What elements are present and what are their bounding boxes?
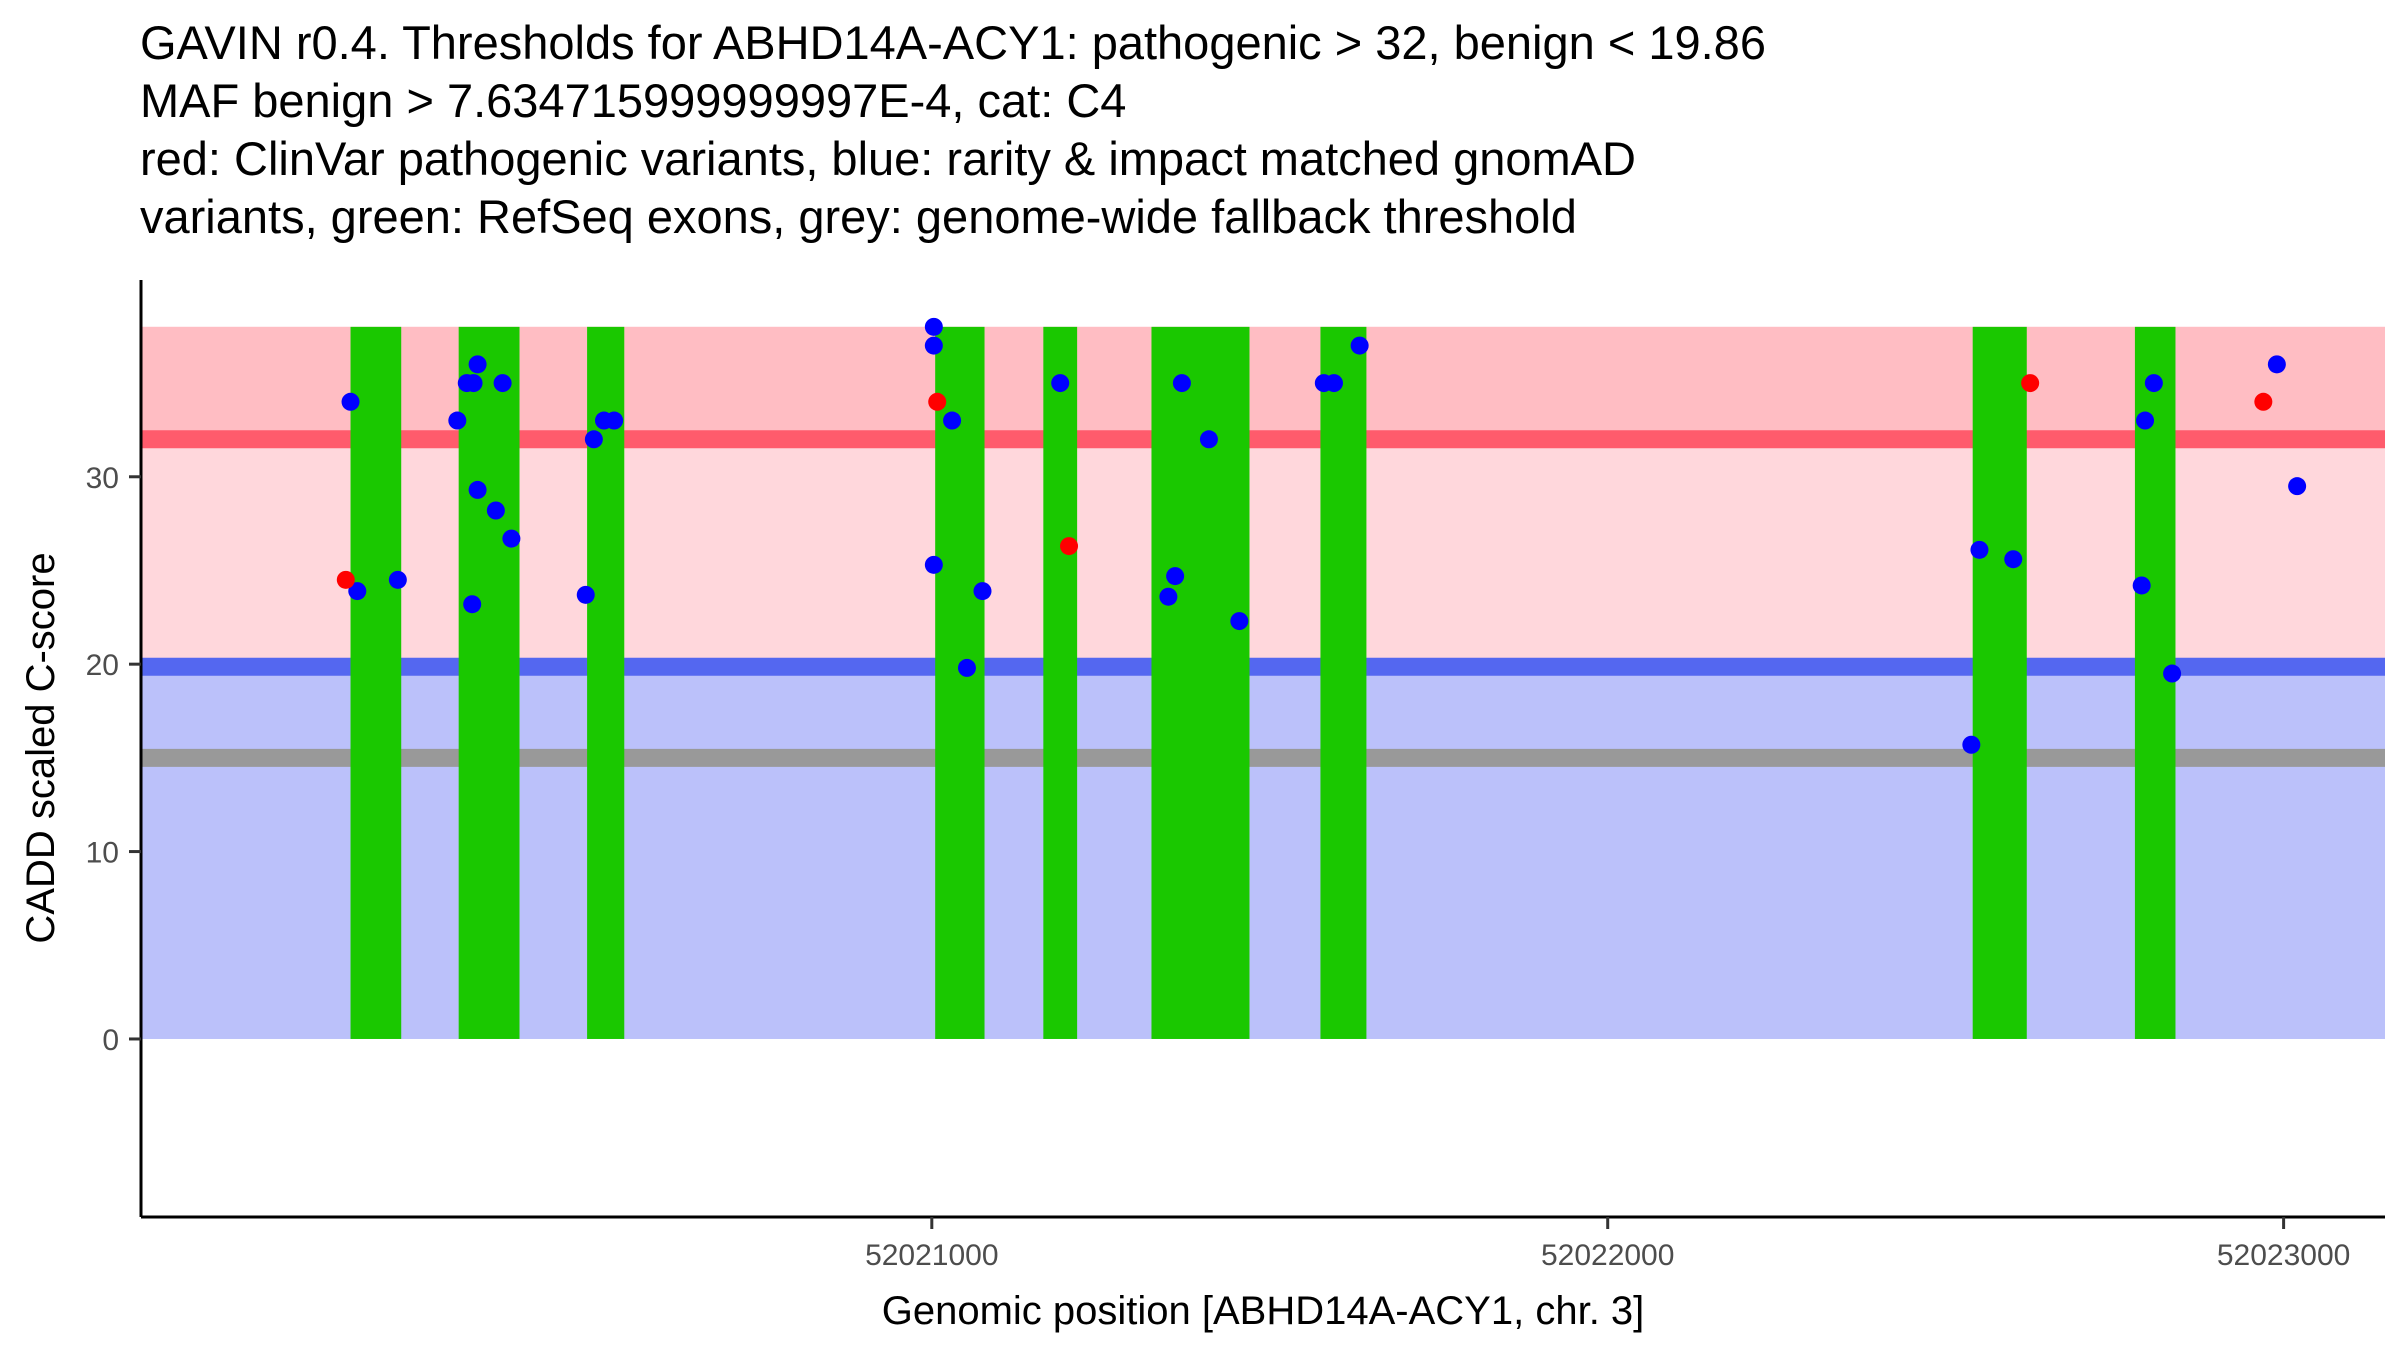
gnomad-matched-point [2144, 374, 2163, 393]
gnomad-matched-point [2136, 411, 2155, 430]
gnomad-matched-point [348, 582, 367, 601]
gnomad-matched-point [605, 411, 624, 430]
exon-bar [1972, 326, 2027, 1039]
title-line-1: GAVIN r0.4. Thresholds for ABHD14A-ACY1:… [140, 16, 1766, 69]
gnomad-matched-point [1970, 540, 1989, 559]
gnomad-matched-point [1324, 374, 1343, 393]
gnomad-matched-point [924, 555, 943, 574]
gnomad-matched-point [1166, 567, 1185, 586]
x-tick-label: 52022000 [1541, 1239, 1674, 1272]
gnomad-matched-point [341, 392, 360, 411]
gnomad-matched-point [464, 374, 483, 393]
gnomad-matched-point [924, 317, 943, 336]
axes [139, 280, 2385, 1219]
x-tick-label: 52023000 [2217, 1239, 2350, 1272]
gnomad-matched-point [973, 582, 992, 601]
gnomad-matched-point [448, 411, 467, 430]
y-tick-label: 30 [86, 462, 119, 495]
gnomad-matched-point [1350, 336, 1369, 355]
variant-points [336, 317, 2307, 754]
gnomad-matched-point [468, 355, 487, 374]
gnomad-matched-point [502, 529, 521, 548]
exon-bar [1151, 326, 1250, 1039]
clinvar-pathogenic-point [928, 392, 947, 411]
x-axis-title: Genomic position [ABHD14A-ACY1, chr. 3] [882, 1289, 1645, 1333]
gnomad-matched-point [493, 374, 512, 393]
gnomad-matched-point [1051, 374, 1070, 393]
x-axis-ticks: 52021000 52022000 52023000 [865, 1217, 2350, 1272]
title-line-3: red: ClinVar pathogenic variants, blue: … [140, 132, 1636, 185]
clinvar-pathogenic-point [1060, 537, 1079, 556]
gnomad-matched-point [1230, 612, 1249, 631]
y-tick-label: 20 [86, 649, 119, 682]
gnomad-matched-point [2288, 477, 2307, 496]
gnomad-matched-point [957, 658, 976, 677]
clinvar-pathogenic-point [2254, 392, 2273, 411]
clinvar-pathogenic-point [2021, 374, 2040, 393]
gnomad-matched-point [2267, 355, 2286, 374]
title-line-2: MAF benign > 7.634715999999997E-4, cat: … [140, 74, 1127, 127]
y-tick-label: 0 [102, 1024, 119, 1057]
exon-bar [935, 326, 985, 1039]
gnomad-matched-point [2004, 550, 2023, 569]
gnomad-matched-point [924, 336, 943, 355]
gnomad-matched-point [486, 501, 505, 520]
x-tick-label: 52021000 [865, 1239, 998, 1272]
chart-title: GAVIN r0.4. Thresholds for ABHD14A-ACY1:… [140, 14, 2380, 246]
gnomad-matched-point [943, 411, 962, 430]
gnomad-matched-point [463, 595, 482, 614]
gnomad-matched-point [468, 480, 487, 499]
gnomad-matched-point [2132, 576, 2151, 595]
exon-bars [350, 326, 2176, 1039]
exon-bar [2134, 326, 2176, 1039]
exon-bar [350, 326, 402, 1039]
gnomad-matched-point [584, 430, 603, 449]
exon-bar [1320, 326, 1367, 1039]
gnomad-matched-point [576, 585, 595, 604]
gnomad-matched-point [1962, 735, 1981, 754]
y-tick-label: 10 [86, 837, 119, 870]
gnomad-matched-point [1172, 374, 1191, 393]
gnomad-matched-point [2163, 664, 2182, 683]
y-axis-title: CADD scaled C-score [19, 552, 63, 943]
exon-bar [1043, 326, 1078, 1039]
gnomad-matched-point [1159, 587, 1178, 606]
gnomad-matched-point [388, 570, 407, 589]
clinvar-pathogenic-point [336, 570, 355, 589]
gnomad-matched-point [1199, 430, 1218, 449]
title-line-4: variants, green: RefSeq exons, grey: gen… [140, 190, 1577, 243]
y-axis-ticks: 0 10 20 30 [86, 462, 141, 1057]
exon-bar [458, 326, 520, 1039]
